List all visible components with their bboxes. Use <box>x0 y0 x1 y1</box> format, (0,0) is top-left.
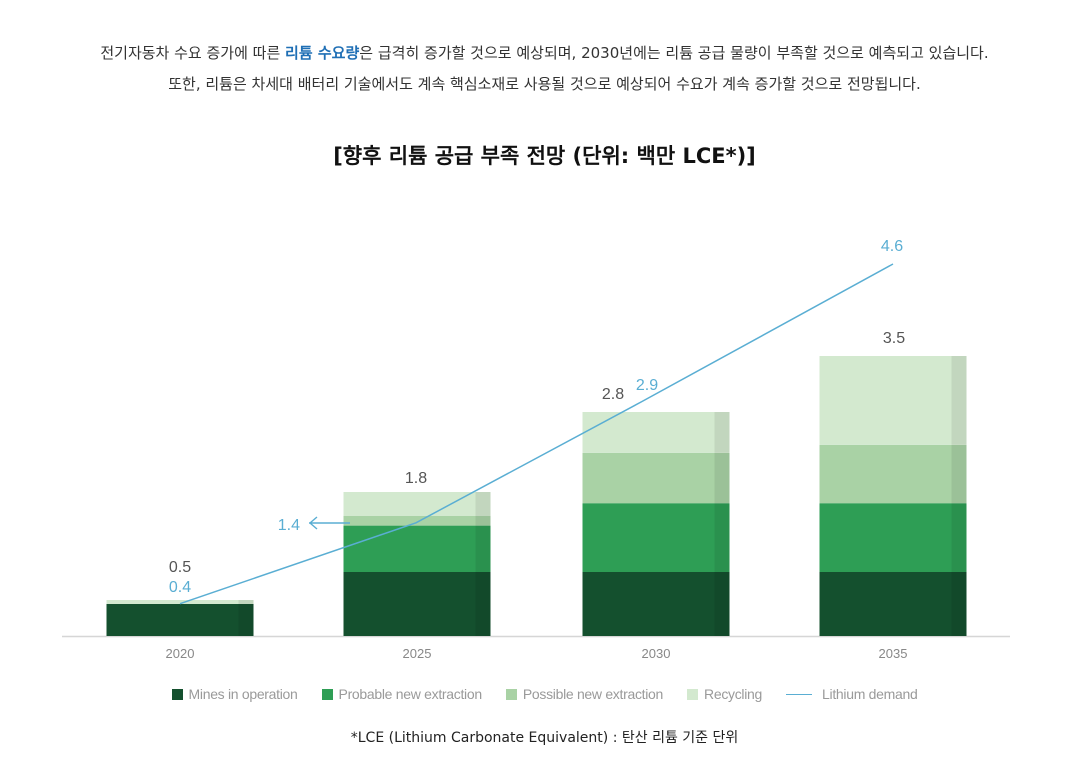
legend-label-recycling: Recycling <box>704 686 763 702</box>
bar-shade-probable-2025 <box>475 525 491 572</box>
legend-swatch-probable <box>321 688 333 700</box>
legend-label-demand: Lithium demand <box>822 686 918 702</box>
legend-item-probable: Probable new extraction <box>321 686 483 702</box>
bar-possible-2035 <box>819 444 967 504</box>
bar-shade-probable-2030 <box>714 503 730 572</box>
bar-shade-mines-2020 <box>238 604 254 636</box>
legend-item-demand: Lithium demand <box>786 686 918 702</box>
bar-possible-2025 <box>343 516 491 526</box>
bar-shade-recycling-2020 <box>238 600 254 604</box>
total-label-2025: 1.8 <box>405 470 427 487</box>
bar-shade-mines-2035 <box>951 572 967 636</box>
bar-shade-mines-2025 <box>475 572 491 636</box>
legend-label-possible: Possible new extraction <box>522 686 664 702</box>
bar-recycling-2035 <box>819 356 967 445</box>
bar-mines-2030 <box>582 572 730 636</box>
bar-recycling-2030 <box>582 412 730 453</box>
bar-shade-possible-2030 <box>714 452 730 504</box>
bar-shade-possible-2035 <box>951 444 967 504</box>
bar-possible-2030 <box>582 452 730 504</box>
footnote: *LCE (Lithium Carbonate Equivalent) : 탄산… <box>350 730 739 746</box>
bar-mines-2035 <box>819 572 967 636</box>
demand-line <box>179 263 894 605</box>
total-label-2020: 0.5 <box>169 559 191 576</box>
bar-recycling-2025 <box>343 492 491 516</box>
chart-title: [향후 리튬 공급 부족 전망 (단위: 백만 LCE*)] <box>333 144 756 168</box>
bar-mines-2020 <box>106 604 254 636</box>
x-tick-label-2035: 2035 <box>879 646 908 661</box>
x-tick-label-2020: 2020 <box>166 646 195 661</box>
legend-label-mines: Mines in operation <box>188 686 298 702</box>
legend-swatch-demand <box>786 693 813 695</box>
bar-shade-recycling-2030 <box>714 412 730 453</box>
legend-label-probable: Probable new extraction <box>338 686 483 702</box>
bar-shade-possible-2025 <box>475 516 491 526</box>
demand-label-2025: 1.4 <box>278 517 300 534</box>
x-tick-label-2025: 2025 <box>403 646 432 661</box>
bar-recycling-2020 <box>106 600 254 604</box>
legend-item-possible: Possible new extraction <box>505 686 664 702</box>
legend-item-recycling: Recycling <box>687 686 762 702</box>
demand-arrow-icon <box>308 516 350 530</box>
legend-swatch-possible <box>505 688 517 700</box>
legend-item-mines: Mines in operation <box>171 686 298 702</box>
legend-swatch-mines <box>171 688 183 700</box>
x-tick-label-2030: 2030 <box>642 646 671 661</box>
intro-line-1-end: 은 급격히 증가할 것으로 예상되며, 2030년에는 리튬 공급 물량이 부족… <box>359 44 989 62</box>
bar-shade-mines-2030 <box>714 572 730 636</box>
bar-probable-2030 <box>582 503 730 572</box>
demand-label-2020: 0.4 <box>169 579 191 596</box>
bar-probable-2035 <box>819 503 967 572</box>
total-label-2035: 3.5 <box>883 330 905 347</box>
chart-legend: Mines in operation Probable new extracti… <box>0 686 1089 702</box>
demand-label-2030: 2.9 <box>636 377 658 394</box>
legend-swatch-recycling <box>687 688 699 700</box>
intro-line-1-start: 전기자동차 수요 증가에 따른 <box>100 44 286 62</box>
intro-line-2: 또한, 리튬은 차세대 배터리 기술에서도 계속 핵심소재로 사용될 것으로 예… <box>168 75 921 93</box>
bar-shade-probable-2035 <box>951 503 967 572</box>
bar-shade-recycling-2025 <box>475 492 491 516</box>
intro-line-1: 전기자동차 수요 증가에 따른 리튬 수요량은 급격히 증가할 것으로 예상되며… <box>0 38 1089 69</box>
intro-text: 전기자동차 수요 증가에 따른 리튬 수요량은 급격히 증가할 것으로 예상되며… <box>0 38 1089 100</box>
demand-label-2035: 4.6 <box>881 238 903 255</box>
total-label-2030: 2.8 <box>602 386 624 403</box>
bar-shade-recycling-2035 <box>951 356 967 445</box>
intro-highlight: 리튬 수요량 <box>285 44 360 62</box>
bar-mines-2025 <box>343 572 491 636</box>
bar-probable-2025 <box>343 525 491 572</box>
